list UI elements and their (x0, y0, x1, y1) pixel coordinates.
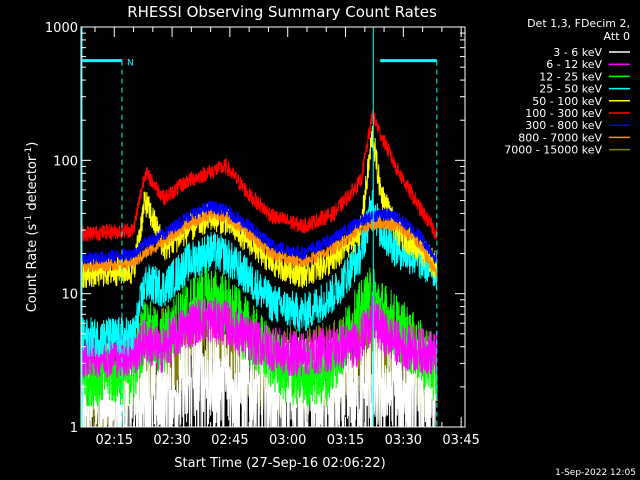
y-axis-label: Count Rate (s-1 detector-1) (24, 142, 40, 313)
legend-header: Det 1,3, FDecim 2, (527, 17, 630, 30)
series-line-6 (80, 200, 438, 265)
legend-label: 6 - 12 keV (546, 58, 602, 71)
legend-header: Att 0 (604, 30, 630, 43)
legend-label: 7000 - 15000 keV (504, 144, 602, 157)
legend-label: 50 - 100 keV (532, 95, 602, 108)
series-line-1 (80, 295, 438, 378)
y-tick-label: 1000 (45, 21, 78, 36)
y-label-superscript: -1 (24, 147, 34, 156)
y-tick-label: 1 (70, 421, 78, 436)
legend-label: 300 - 800 keV (525, 119, 602, 132)
x-tick-label: 03:45 (442, 433, 479, 448)
y-tick-label: 10 (61, 288, 78, 303)
axes: 1 10 100 1000 02:15 02:30 02:45 03:00 03:15 03:30… (45, 21, 480, 448)
chart-title: RHESSI Observing Summary Count Rates (127, 3, 437, 21)
y-label-mid: detector (25, 155, 40, 215)
legend-label: 12 - 25 keV (539, 70, 602, 83)
series-line-7 (80, 207, 438, 279)
x-tick-label: 03:15 (327, 433, 364, 448)
footer-date: 1-Sep-2022 12:05 (555, 468, 636, 478)
series-line-5 (80, 109, 438, 242)
plot-area: N (80, 27, 438, 429)
y-label-close: ) (25, 142, 40, 147)
legend-label: 800 - 7000 keV (518, 131, 602, 144)
x-tick-label: 03:00 (269, 433, 306, 448)
x-tick-label: 03:30 (385, 433, 422, 448)
y-label-base: Count Rate (s (25, 224, 40, 313)
x-tick-label: 02:15 (96, 433, 133, 448)
legend-label: 25 - 50 keV (539, 83, 602, 96)
y-tick-label: 100 (53, 154, 78, 169)
axes-frame (80, 26, 466, 428)
attenuator-label: N (127, 59, 134, 69)
legend-label: 3 - 6 keV (553, 46, 602, 59)
y-label-superscript: -1 (24, 215, 34, 224)
x-axis-label: Start Time (27-Sep-16 02:06:22) (174, 456, 385, 471)
legend-label: 100 - 300 keV (525, 107, 602, 120)
x-tick-label: 02:45 (211, 433, 248, 448)
x-tick-label: 02:30 (153, 433, 190, 448)
